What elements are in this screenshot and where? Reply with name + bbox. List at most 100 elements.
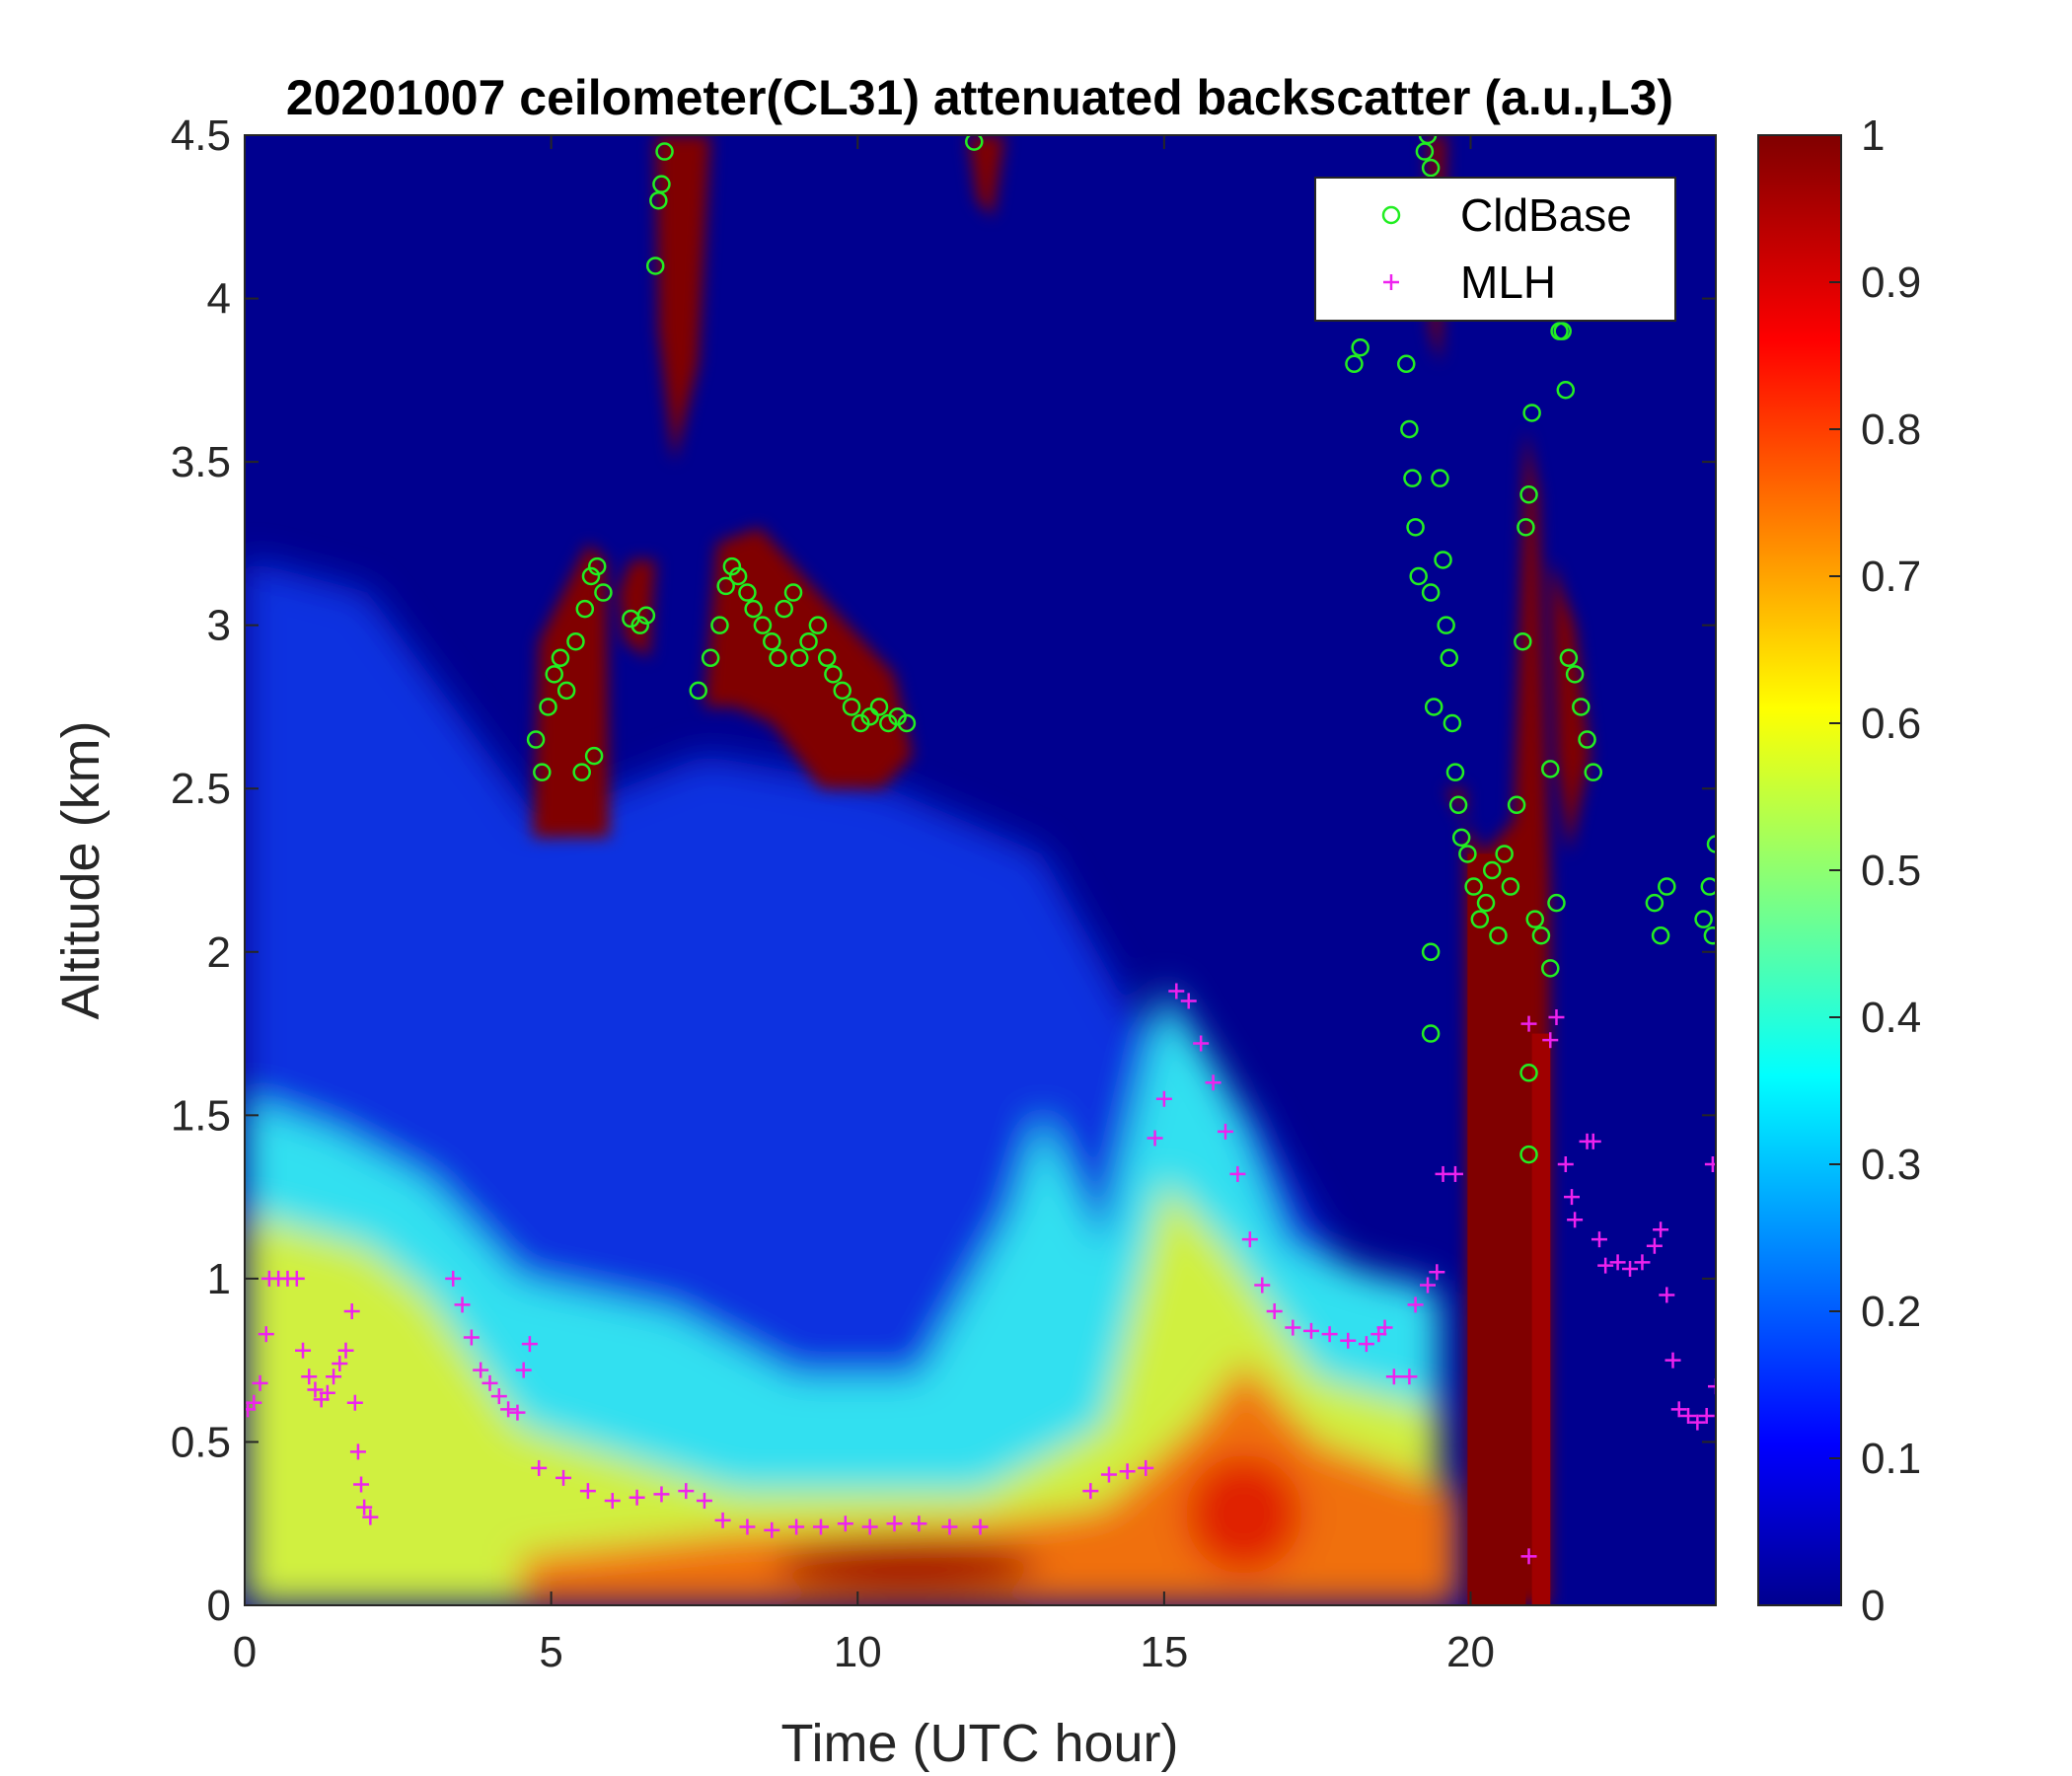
mlh-point-70	[1358, 1336, 1374, 1353]
mlh-point-19	[353, 1476, 370, 1493]
mlh-point-21	[362, 1509, 379, 1525]
cldbase-point-2	[539, 698, 557, 716]
cldbase-point-80	[1525, 910, 1544, 928]
mlh-point-47	[886, 1516, 903, 1532]
mlh-point-41	[739, 1518, 756, 1535]
mlh-point-38	[678, 1483, 695, 1500]
x-axis-label: Time (UTC hour)	[780, 1714, 1178, 1773]
cldbase-point-94	[1519, 1064, 1538, 1082]
cldbase-point-68	[1464, 877, 1483, 896]
mlh-point-80	[1520, 1015, 1537, 1032]
cldbase-point-41	[860, 707, 879, 726]
cldbase-point-5	[556, 681, 576, 701]
cldbase-point-81	[1531, 925, 1551, 945]
cldbase-point-50	[1400, 419, 1419, 439]
mlh-point-24	[463, 1329, 480, 1346]
mlh-point-100	[1689, 1414, 1706, 1431]
mlh-point-93	[1634, 1254, 1651, 1271]
mlh-point-86	[1567, 1212, 1584, 1228]
cldbase-point-42	[869, 698, 889, 716]
cldbase-point-78	[1519, 484, 1538, 504]
y-tick-label-5: 2.5	[171, 765, 231, 813]
cldbase-point-67	[1458, 845, 1477, 863]
chart-title: 20201007 ceilometer(CL31) attenuated bac…	[286, 70, 1673, 125]
mlh-point-10	[307, 1381, 324, 1398]
x-tick-label-4: 20	[1446, 1628, 1495, 1676]
cldbase-point-102	[1703, 925, 1716, 945]
cldbase-point-92	[1421, 942, 1441, 962]
cldbase-point-37	[824, 665, 843, 684]
mlh-point-96	[1659, 1287, 1675, 1303]
cldbase-point-4	[551, 648, 570, 668]
cldbase-point-98	[1651, 925, 1670, 945]
cldbase-point-27	[744, 599, 763, 619]
heatmap-field	[245, 135, 1591, 1605]
cldbase-point-0	[526, 730, 546, 749]
mlh-point-95	[1653, 1221, 1669, 1238]
mlh-point-65	[1266, 1303, 1283, 1319]
cldbase-point-44	[888, 707, 907, 726]
mlh-point-31	[521, 1336, 538, 1353]
y-tick-label-7: 3.5	[171, 438, 231, 486]
cldbase-point-11	[572, 763, 591, 781]
heatmap-cloud-3	[968, 135, 1005, 217]
heatmap-cloud-1	[618, 559, 656, 658]
cldbase-point-100	[1694, 910, 1713, 928]
mlh-point-29	[509, 1404, 526, 1421]
plot-frame	[244, 134, 1717, 1606]
colorbar-tick-label-9: 0.9	[1861, 259, 1921, 307]
mlh-point-39	[696, 1493, 712, 1510]
mlh-point-102	[1704, 1156, 1716, 1172]
mlh-point-85	[1564, 1189, 1581, 1206]
y-tick-label-6: 3	[207, 602, 231, 650]
mlh-point-68	[1321, 1326, 1338, 1343]
cldbase-point-25	[728, 566, 748, 586]
colorbar-gradient	[1757, 134, 1842, 1606]
legend-cldbase-marker-icon	[1381, 205, 1401, 225]
cldbase-point-88	[1565, 665, 1585, 684]
heatmap-red-core	[1185, 1454, 1302, 1574]
mlh-point-46	[861, 1518, 878, 1535]
colorbar-tick-label-3: 0.3	[1861, 1141, 1921, 1189]
cldbase-point-90	[1578, 730, 1596, 749]
heatmap-cloud-column-2	[1531, 1033, 1551, 1605]
cldbase-point-65	[1448, 795, 1468, 815]
cldbase-point-29	[763, 631, 781, 651]
cldbase-point-66	[1451, 828, 1471, 848]
mlh-point-15	[337, 1342, 354, 1359]
cldbase-point-52	[1406, 518, 1425, 537]
mlh-point-61	[1218, 1123, 1233, 1140]
cldbase-point-77	[1517, 518, 1535, 537]
mlh-point-7	[288, 1270, 305, 1287]
cldbase-point-16	[645, 257, 665, 275]
cldbase-point-56	[1421, 158, 1441, 178]
mlh-point-54	[1138, 1459, 1154, 1476]
mlh-point-62	[1229, 1165, 1246, 1182]
cldbase-point-62	[1440, 648, 1459, 668]
heatmap-darkred-core	[775, 1540, 1039, 1592]
legend-mlh-label: MLH	[1460, 257, 1556, 308]
cldbase-point-55	[1418, 135, 1438, 145]
mlh-point-83	[1548, 1009, 1565, 1025]
mlh-point-27	[490, 1388, 507, 1405]
mlh-point-37	[653, 1486, 670, 1503]
mlh-point-22	[445, 1270, 462, 1287]
colorbar-tick-label-7: 0.7	[1861, 553, 1921, 601]
mlh-point-97	[1665, 1352, 1681, 1369]
cldbase-point-15	[636, 606, 656, 625]
mlh-point-84	[1557, 1156, 1574, 1172]
cldbase-point-72	[1489, 925, 1508, 945]
cldbase-point-58	[1424, 698, 1443, 716]
mlh-point-90	[1597, 1257, 1614, 1274]
cldbase-point-95	[1519, 1145, 1538, 1164]
y-tick-label-2: 1	[207, 1255, 231, 1303]
cldbase-point-46	[965, 135, 984, 151]
cldbase-point-82	[1541, 959, 1560, 978]
colorbar-tick-label-4: 0.4	[1861, 994, 1921, 1042]
mlh-point-23	[454, 1296, 471, 1313]
cldbase-point-96	[1541, 760, 1560, 778]
cldbase-point-24	[722, 556, 742, 576]
legend: CldBase MLH	[1314, 177, 1676, 322]
colorbar-tick-label-10: 1	[1861, 111, 1885, 160]
